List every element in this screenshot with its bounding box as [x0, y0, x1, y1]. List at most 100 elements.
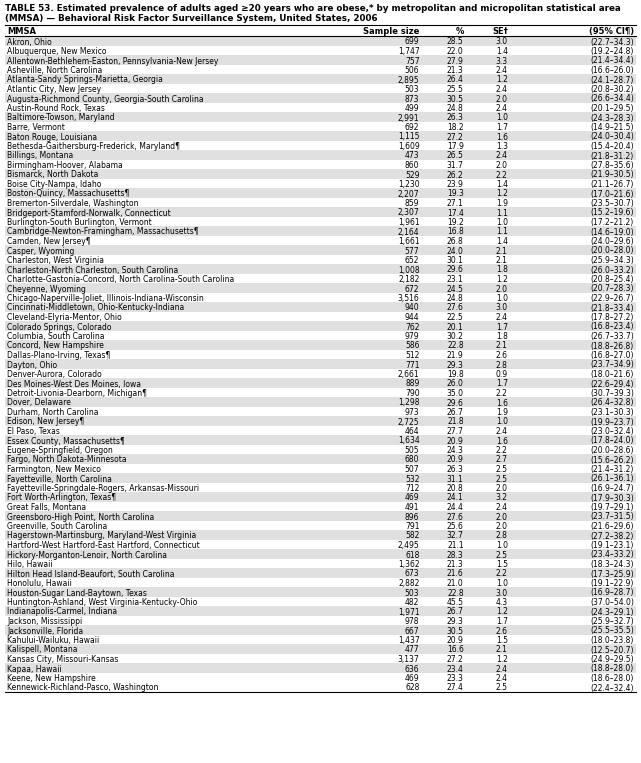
Text: 26.8: 26.8 [447, 237, 463, 246]
Text: (22.6–29.4): (22.6–29.4) [590, 379, 634, 388]
Text: 1.2: 1.2 [496, 76, 508, 85]
Bar [5, 36, 636, 46]
Text: 2.5: 2.5 [495, 684, 508, 693]
Text: 2.4: 2.4 [495, 665, 508, 674]
Text: 21.3: 21.3 [447, 560, 463, 569]
Text: 3,137: 3,137 [397, 655, 419, 664]
Text: 512: 512 [405, 351, 419, 360]
Text: 1.5: 1.5 [495, 636, 508, 645]
Text: 889: 889 [405, 379, 419, 388]
Text: 30.2: 30.2 [447, 332, 463, 341]
Text: 1.3: 1.3 [495, 142, 508, 151]
Text: 21.3: 21.3 [447, 66, 463, 75]
Text: 2,164: 2,164 [398, 227, 419, 237]
Text: (17.9–30.3): (17.9–30.3) [590, 494, 634, 503]
Bar [5, 340, 636, 349]
Text: 1,961: 1,961 [398, 218, 419, 227]
Text: 30.5: 30.5 [447, 626, 463, 636]
Text: 973: 973 [405, 408, 419, 417]
Bar [5, 454, 636, 463]
Bar [5, 663, 636, 672]
Text: 20.8: 20.8 [447, 484, 463, 493]
Text: 2.5: 2.5 [495, 465, 508, 474]
Text: (15.6–26.2): (15.6–26.2) [590, 456, 634, 465]
Bar [5, 473, 636, 482]
Text: 491: 491 [405, 503, 419, 512]
Text: 20.1: 20.1 [447, 323, 463, 331]
Text: 26.0: 26.0 [447, 379, 463, 388]
Text: 27.6: 27.6 [447, 513, 463, 521]
Text: 2.5: 2.5 [495, 550, 508, 559]
Text: Hagerstown-Martinsburg, Maryland-West Virginia: Hagerstown-Martinsburg, Maryland-West Vi… [7, 532, 196, 540]
Text: 1.0: 1.0 [495, 417, 508, 427]
Text: Baton Rouge, Louisiana: Baton Rouge, Louisiana [7, 133, 97, 141]
Text: (22.4–32.4): (22.4–32.4) [590, 684, 634, 693]
Text: Kalispell, Montana: Kalispell, Montana [7, 645, 78, 655]
Text: 1.2: 1.2 [496, 189, 508, 198]
Text: 680: 680 [405, 456, 419, 465]
Bar [5, 492, 636, 501]
Text: 2.0: 2.0 [495, 161, 508, 170]
Text: Honolulu, Hawaii: Honolulu, Hawaii [7, 579, 72, 588]
Text: (20.1–29.5): (20.1–29.5) [590, 104, 634, 113]
Text: Fayetteville, North Carolina: Fayetteville, North Carolina [7, 475, 112, 484]
Text: Eugene-Springfield, Oregon: Eugene-Springfield, Oregon [7, 446, 113, 455]
Text: 1.8: 1.8 [496, 266, 508, 275]
Text: 2,661: 2,661 [398, 370, 419, 379]
Text: Bremerton-Silverdale, Washington: Bremerton-Silverdale, Washington [7, 199, 138, 208]
Bar [5, 150, 636, 159]
Text: 1,971: 1,971 [398, 607, 419, 617]
Text: 1.7: 1.7 [495, 617, 508, 626]
Text: 1,008: 1,008 [398, 266, 419, 275]
Text: 2,307: 2,307 [397, 208, 419, 217]
Text: 2.4: 2.4 [495, 66, 508, 75]
Text: (26.1–36.1): (26.1–36.1) [590, 475, 634, 484]
Text: (14.6–19.0): (14.6–19.0) [590, 227, 634, 237]
Text: (19.1–23.1): (19.1–23.1) [590, 541, 634, 550]
Text: Camden, New Jersey¶: Camden, New Jersey¶ [7, 237, 90, 246]
Text: Edison, New Jersey¶: Edison, New Jersey¶ [7, 417, 84, 427]
Text: (18.8–26.8): (18.8–26.8) [591, 342, 634, 350]
Text: 45.5: 45.5 [447, 598, 463, 607]
Text: 1,437: 1,437 [397, 636, 419, 645]
Text: 896: 896 [405, 513, 419, 521]
Text: (23.5–30.7): (23.5–30.7) [590, 199, 634, 208]
Text: (24.3–28.3): (24.3–28.3) [590, 114, 634, 123]
Text: (16.9–28.7): (16.9–28.7) [590, 588, 634, 597]
Bar [5, 245, 636, 255]
Text: 873: 873 [405, 95, 419, 104]
Text: (24.1–28.7): (24.1–28.7) [590, 76, 634, 85]
Text: (18.0–21.6): (18.0–21.6) [590, 370, 634, 379]
Text: 506: 506 [405, 66, 419, 75]
Text: 24.0: 24.0 [447, 246, 463, 256]
Text: (21.8–31.2): (21.8–31.2) [591, 152, 634, 160]
Text: 29.3: 29.3 [447, 360, 463, 369]
Text: (26.4–32.8): (26.4–32.8) [590, 398, 634, 407]
Text: 3.0: 3.0 [495, 588, 508, 597]
Text: 2,882: 2,882 [398, 579, 419, 588]
Bar [5, 283, 636, 292]
Text: (20.0–28.0): (20.0–28.0) [590, 246, 634, 256]
Text: (23.7–34.9): (23.7–34.9) [590, 360, 634, 369]
Text: Denver-Aurora, Colorado: Denver-Aurora, Colorado [7, 370, 102, 379]
Text: (21.4–34.4): (21.4–34.4) [590, 56, 634, 66]
Text: TABLE 53. Estimated prevalence of adults aged ≥20 years who are obese,* by metro: TABLE 53. Estimated prevalence of adults… [5, 4, 620, 13]
Text: 2.8: 2.8 [496, 532, 508, 540]
Text: 16.6: 16.6 [447, 645, 463, 655]
Text: 482: 482 [405, 598, 419, 607]
Text: (20.8–25.4): (20.8–25.4) [590, 275, 634, 284]
Text: Billings, Montana: Billings, Montana [7, 152, 73, 160]
Text: 26.7: 26.7 [447, 408, 463, 417]
Text: 17.9: 17.9 [447, 142, 463, 151]
Text: 2,725: 2,725 [398, 417, 419, 427]
Text: (25.9–32.7): (25.9–32.7) [590, 617, 634, 626]
Text: 469: 469 [405, 674, 419, 683]
Text: 469: 469 [405, 494, 419, 503]
Text: (20.0–28.6): (20.0–28.6) [590, 446, 634, 455]
Text: 1,362: 1,362 [398, 560, 419, 569]
Text: (20.7–28.3): (20.7–28.3) [590, 285, 634, 294]
Text: 2.4: 2.4 [495, 427, 508, 436]
Text: 27.2: 27.2 [447, 655, 463, 664]
Text: 1.0: 1.0 [495, 114, 508, 123]
Text: Fort Worth-Arlington, Texas¶: Fort Worth-Arlington, Texas¶ [7, 494, 116, 503]
